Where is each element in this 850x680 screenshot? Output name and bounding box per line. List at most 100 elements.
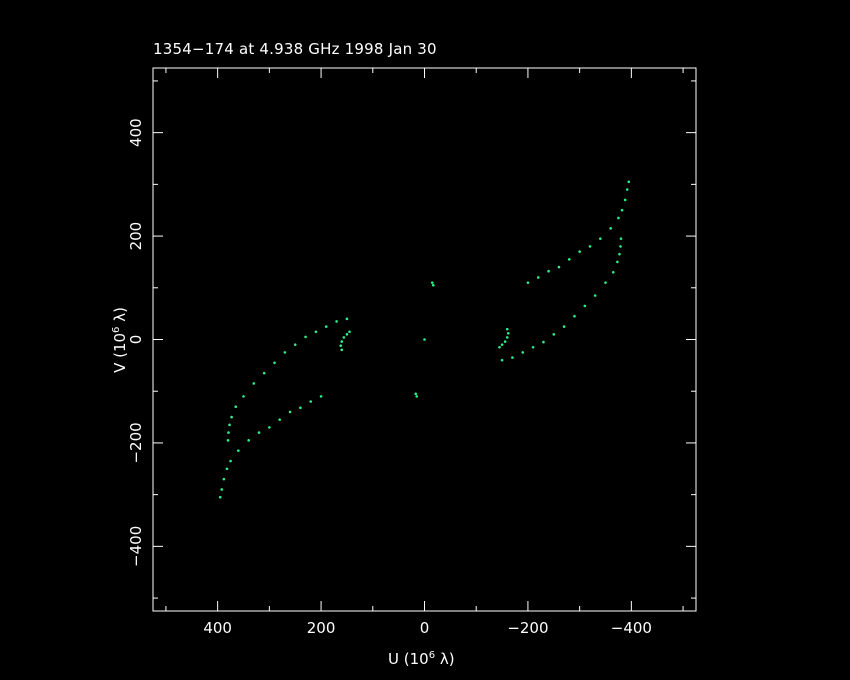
uv-point bbox=[505, 327, 509, 331]
uv-point bbox=[225, 467, 229, 471]
uv-point bbox=[348, 330, 351, 334]
uv-point bbox=[547, 269, 550, 273]
uv-point bbox=[222, 477, 226, 481]
y-axis-label-exponent: 6 bbox=[111, 326, 122, 333]
uv-point bbox=[430, 281, 434, 284]
uv-point bbox=[627, 180, 631, 184]
x-tick-label: 400 bbox=[203, 619, 232, 637]
uv-point bbox=[498, 345, 501, 349]
uv-point bbox=[552, 333, 556, 336]
uv-point bbox=[228, 423, 231, 427]
uv-point bbox=[304, 335, 307, 339]
uv-point bbox=[542, 340, 545, 344]
uv-point bbox=[229, 459, 232, 463]
uv-point bbox=[505, 336, 509, 339]
uv-point bbox=[268, 426, 271, 429]
uv-point bbox=[531, 345, 535, 349]
y-axis-label-suffix: λ) bbox=[111, 307, 129, 327]
uv-point bbox=[503, 340, 507, 343]
x-tick-label: 200 bbox=[307, 619, 336, 637]
uv-point bbox=[340, 348, 344, 352]
uv-point bbox=[314, 330, 318, 334]
uv-point bbox=[618, 252, 621, 256]
uv-point bbox=[623, 198, 627, 202]
chart-title: 1354−174 at 4.938 GHz 1998 Jan 30 bbox=[153, 40, 437, 58]
uv-point bbox=[278, 418, 282, 421]
uv-point bbox=[578, 250, 581, 253]
uv-point bbox=[339, 344, 343, 348]
uv-point bbox=[273, 361, 276, 365]
uv-point bbox=[619, 237, 623, 240]
uv-point bbox=[604, 281, 607, 284]
uv-point bbox=[620, 208, 624, 212]
uv-point bbox=[309, 400, 313, 403]
uv-point bbox=[611, 270, 615, 274]
uv-point bbox=[226, 439, 230, 442]
y-tick-label: −400 bbox=[127, 526, 145, 567]
uv-point bbox=[220, 488, 224, 491]
y-axis-label: V (106 λ) bbox=[111, 307, 129, 373]
x-axis-label: U (106 λ) bbox=[388, 650, 455, 668]
uv-point bbox=[283, 351, 287, 354]
uv-point bbox=[242, 395, 245, 398]
axis-ticks bbox=[153, 68, 696, 611]
uv-point bbox=[588, 245, 592, 248]
uv-point bbox=[616, 260, 619, 264]
y-tick-label: 0 bbox=[127, 335, 145, 345]
uv-point bbox=[557, 265, 561, 269]
x-axis-label-exponent: 6 bbox=[428, 650, 436, 661]
uv-point bbox=[500, 358, 504, 362]
uv-point bbox=[262, 371, 266, 375]
x-axis-label-prefix: U (10 bbox=[388, 650, 429, 668]
uv-point bbox=[299, 406, 302, 410]
uv-point bbox=[415, 395, 419, 398]
x-tick-label: −400 bbox=[611, 619, 652, 637]
x-tick-label: 0 bbox=[420, 619, 430, 637]
uv-point bbox=[252, 382, 256, 385]
uv-point bbox=[599, 237, 602, 240]
uv-point bbox=[335, 320, 338, 323]
y-axis-label-prefix: V (10 bbox=[111, 332, 129, 373]
uv-point bbox=[511, 356, 514, 359]
data-points bbox=[218, 180, 631, 499]
uv-point bbox=[500, 343, 504, 346]
uv-point bbox=[293, 343, 297, 346]
uv-point bbox=[345, 333, 349, 336]
uv-point bbox=[345, 317, 349, 321]
uv-point bbox=[247, 439, 250, 442]
uv-point bbox=[423, 338, 426, 341]
uv-point bbox=[257, 431, 261, 434]
uv-point bbox=[227, 431, 230, 434]
uv-point bbox=[617, 216, 620, 220]
uv-point bbox=[234, 405, 238, 409]
uv-point bbox=[237, 449, 240, 452]
uv-point bbox=[288, 410, 292, 414]
uv-point bbox=[342, 336, 346, 339]
uv-point bbox=[562, 325, 566, 328]
axis-tick-labels: 400 200 0 −200 −400 400 200 0 −200 −400 bbox=[127, 118, 652, 637]
uv-point bbox=[583, 304, 587, 308]
uv-point bbox=[506, 331, 510, 335]
uv-point bbox=[573, 314, 576, 318]
x-axis-label-suffix: λ) bbox=[435, 650, 455, 668]
uv-point bbox=[340, 340, 344, 343]
uv-point bbox=[319, 395, 323, 398]
uv-point bbox=[536, 276, 540, 279]
uv-point bbox=[324, 325, 328, 328]
uv-point bbox=[230, 415, 233, 419]
uv-point bbox=[619, 245, 622, 248]
uv-point bbox=[609, 227, 612, 230]
uv-point bbox=[625, 188, 629, 191]
y-tick-label: 200 bbox=[127, 222, 145, 251]
uv-point bbox=[568, 258, 571, 261]
uv-point bbox=[526, 281, 530, 284]
y-tick-label: −200 bbox=[127, 422, 145, 463]
y-tick-label: 400 bbox=[127, 118, 145, 147]
uv-point bbox=[431, 283, 435, 287]
uv-point bbox=[521, 351, 525, 354]
x-tick-label: −200 bbox=[507, 619, 548, 637]
uv-point bbox=[218, 495, 222, 499]
uv-point bbox=[414, 392, 418, 396]
uv-point bbox=[593, 294, 597, 297]
